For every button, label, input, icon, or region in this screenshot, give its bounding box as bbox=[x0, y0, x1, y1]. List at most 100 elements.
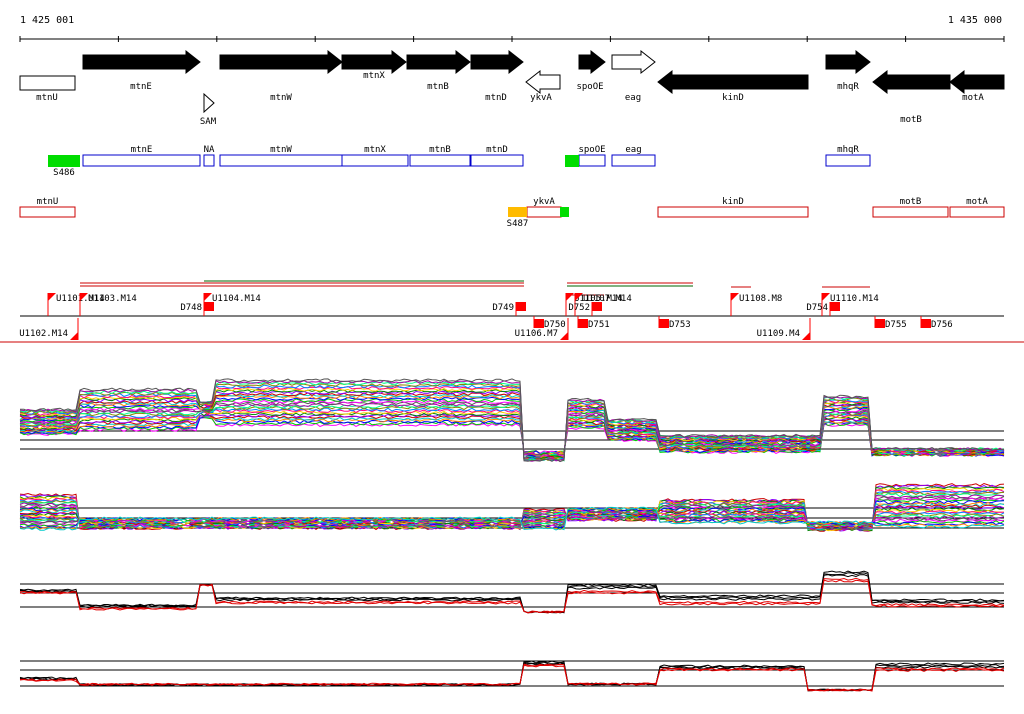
minus-feature-mtnU[interactable]: mtnU bbox=[19, 197, 76, 218]
minus-upshift-label: U1106.M7 bbox=[515, 329, 558, 339]
minus-upshift-marker[interactable]: U1102.M14 bbox=[19, 318, 79, 340]
downshift-marker[interactable]: D748 bbox=[180, 302, 214, 316]
gene-arrow-icon bbox=[525, 69, 561, 95]
upshift-label: U1107.M14 bbox=[583, 294, 632, 304]
svg-text:mtnX: mtnX bbox=[364, 145, 386, 155]
gene-label: mtnU bbox=[36, 93, 58, 103]
svg-text:kinD: kinD bbox=[722, 197, 744, 207]
gene-eag[interactable]: eag bbox=[611, 49, 656, 103]
gene-kinD[interactable]: kinD bbox=[657, 69, 809, 103]
upshift-label: U1104.M14 bbox=[212, 294, 261, 304]
gene-arrow-icon bbox=[470, 49, 524, 75]
gene-label: eag bbox=[625, 93, 641, 103]
minus-upshift-label: U1109.M4 bbox=[757, 329, 800, 339]
downshift-marker[interactable]: D755 bbox=[874, 316, 907, 330]
gene-label: mhqR bbox=[837, 82, 859, 92]
upshift-marker[interactable]: U1108.M8 bbox=[730, 293, 782, 316]
downshift-marker[interactable]: D752 bbox=[568, 302, 602, 316]
gene-label: mtnX bbox=[363, 71, 385, 81]
gene-label: spoOE bbox=[576, 82, 603, 92]
upshift-marker[interactable]: U1110.M14 bbox=[821, 293, 879, 316]
gene-motA[interactable]: motA bbox=[949, 69, 1005, 103]
upshift-marker[interactable]: U1107.M14 bbox=[574, 293, 632, 316]
downshift-label: D755 bbox=[885, 320, 907, 330]
svg-text:motB: motB bbox=[900, 197, 922, 207]
shift-track: U1101.M14U1103.M14U1104.M14U1105.M14U110… bbox=[0, 293, 1024, 343]
gene-label: mtnB bbox=[427, 82, 449, 92]
minus-upshift-marker[interactable]: U1109.M4 bbox=[757, 318, 811, 340]
svg-text:ykvA: ykvA bbox=[533, 197, 555, 207]
minus-feature-motB[interactable]: motB bbox=[872, 197, 949, 218]
ruler-start-label: 1 425 001 bbox=[20, 15, 74, 26]
promoter-S486[interactable]: S486 bbox=[48, 155, 80, 178]
sam-riboswitch-icon bbox=[203, 92, 215, 114]
downshift-marker[interactable]: D754 bbox=[806, 302, 840, 316]
ruler-ticks bbox=[19, 36, 1005, 42]
downshift-label: D751 bbox=[588, 320, 610, 330]
promoter-unnamed[interactable] bbox=[565, 155, 579, 167]
gene-mtnE[interactable]: mtnE bbox=[82, 49, 201, 92]
gene-track: mtnU mtnE mtnW mtnX mtnB mtnD ykvA spoOE eag kinD… bbox=[19, 49, 1005, 125]
minus-upshift-marker[interactable]: U1106.M7 bbox=[515, 318, 569, 340]
minus-feature-kinD[interactable]: kinD bbox=[657, 197, 809, 218]
gene-mtnB[interactable]: mtnB bbox=[406, 49, 471, 92]
gene-arrow-icon bbox=[949, 69, 1005, 95]
plus-feature-spoOE[interactable]: spoOE bbox=[578, 145, 606, 167]
gene-mtnD[interactable]: mtnD bbox=[470, 49, 524, 103]
gene-motB[interactable]: motB bbox=[872, 69, 951, 125]
svg-text:mtnD: mtnD bbox=[486, 145, 508, 155]
gene-mhqR[interactable]: mhqR bbox=[825, 49, 871, 92]
plus-feature-mtnX[interactable]: mtnX bbox=[341, 145, 409, 167]
upshift-label: U1108.M8 bbox=[739, 294, 782, 304]
gene-mtnW[interactable]: mtnW bbox=[219, 49, 343, 103]
plus-feature-mhqR[interactable]: mhqR bbox=[825, 145, 871, 167]
minus-feature-motA[interactable]: motA bbox=[949, 197, 1005, 218]
svg-text:mtnW: mtnW bbox=[270, 145, 292, 155]
plus-feature-mtnE[interactable]: mtnE bbox=[82, 145, 201, 167]
gene-label: motA bbox=[962, 93, 984, 103]
plus-feature-mtnB[interactable]: mtnB bbox=[409, 145, 471, 167]
promoter-S487[interactable]: S487 bbox=[507, 207, 529, 229]
downshift-label: D753 bbox=[669, 320, 691, 330]
plus-feature-mtnW[interactable]: mtnW bbox=[219, 145, 343, 167]
downshift-marker[interactable]: D753 bbox=[658, 316, 691, 330]
gene-label: mtnD bbox=[485, 93, 507, 103]
plus-feature-NA[interactable]: NA bbox=[203, 145, 215, 167]
coordinate-ruler: 1 425 001 1 435 000 bbox=[19, 15, 1005, 42]
downshift-label: D750 bbox=[544, 320, 566, 330]
downshift-label: D754 bbox=[806, 303, 828, 313]
gene-arrow-icon bbox=[578, 49, 606, 75]
downshift-label: D749 bbox=[492, 303, 514, 313]
promoter-unnamed[interactable] bbox=[560, 207, 569, 217]
downshift-label: D752 bbox=[568, 303, 590, 313]
plus-feature-mtnD[interactable]: mtnD bbox=[470, 145, 524, 167]
plus-feature-eag[interactable]: eag bbox=[611, 145, 656, 167]
gene-mtnU[interactable]: mtnU bbox=[19, 75, 76, 103]
gene-ykvA[interactable]: ykvA bbox=[525, 69, 561, 103]
gene-spoOE[interactable]: spoOE bbox=[576, 49, 606, 92]
downshift-marker[interactable]: D751 bbox=[577, 316, 610, 330]
svg-text:eag: eag bbox=[625, 145, 641, 155]
gene-arrow-icon bbox=[219, 49, 343, 75]
downshift-marker[interactable]: D749 bbox=[492, 302, 526, 316]
gene-arrow-icon bbox=[657, 69, 809, 95]
minus-feature-ykvA[interactable]: ykvA bbox=[526, 197, 562, 218]
downshift-marker[interactable]: D756 bbox=[920, 316, 953, 330]
minus-upshift-label: U1102.M14 bbox=[19, 329, 68, 339]
transcription-unit-lines bbox=[80, 280, 870, 296]
expression-panel-plus-multi bbox=[19, 378, 1005, 463]
downshift-label: D756 bbox=[931, 320, 953, 330]
gene-mtnX[interactable]: mtnX bbox=[341, 49, 407, 81]
svg-text:mtnE: mtnE bbox=[131, 145, 153, 155]
gene-label: ykvA bbox=[530, 93, 552, 103]
gene-arrow-icon bbox=[825, 49, 871, 75]
expression-panel-minus-summary bbox=[19, 660, 1005, 692]
expression-panel-plus-summary bbox=[19, 570, 1005, 614]
gene-label: mtnE bbox=[130, 82, 152, 92]
svg-text:NA: NA bbox=[204, 145, 215, 155]
upshift-marker[interactable]: U1105.M14 bbox=[565, 293, 623, 316]
svg-text:mhqR: mhqR bbox=[837, 145, 859, 155]
gene-arrow-icon bbox=[341, 49, 407, 75]
upshift-marker[interactable]: U1103.M14 bbox=[79, 293, 137, 316]
downshift-marker[interactable]: D750 bbox=[533, 316, 566, 330]
